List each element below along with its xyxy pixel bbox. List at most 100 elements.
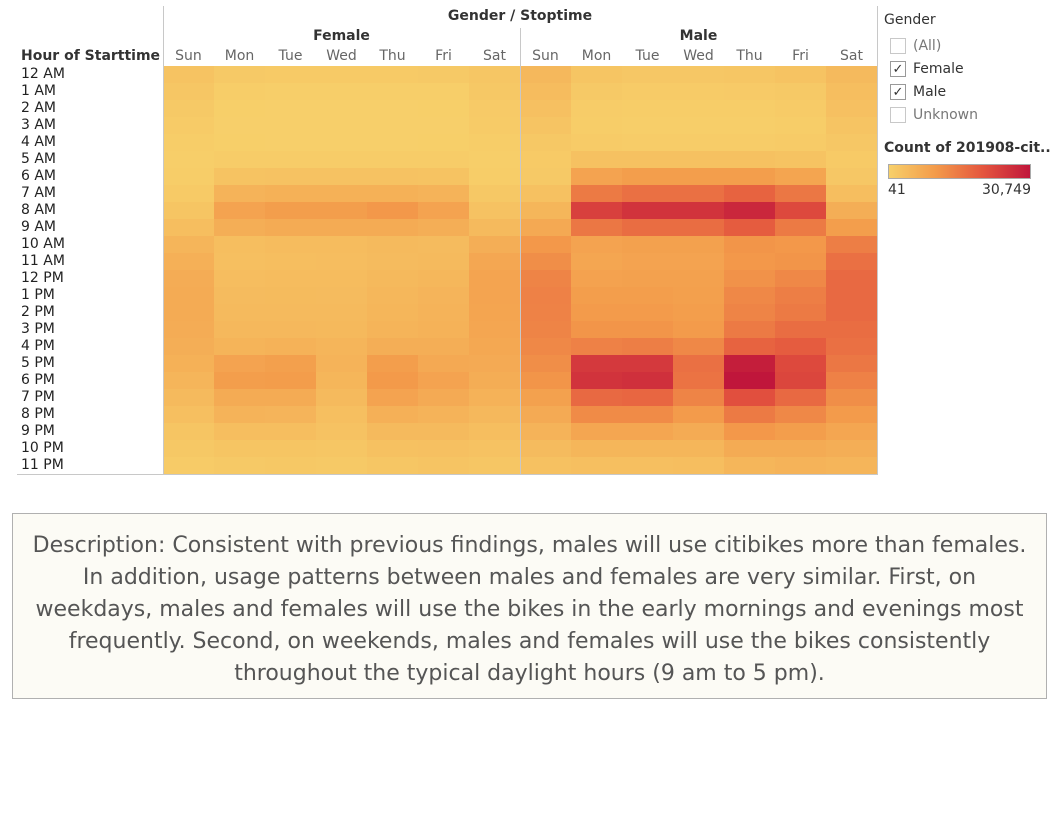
heatmap-cell [571, 406, 622, 423]
heatmap-cell [418, 389, 469, 406]
heatmap-cell [316, 66, 367, 83]
heatmap-cell [265, 457, 316, 474]
heatmap-cell [622, 202, 673, 219]
legend-item-female[interactable]: ✓ Female [890, 59, 964, 79]
legend-item-unknown[interactable]: Unknown [890, 105, 978, 125]
heatmap-cell [469, 389, 520, 406]
heatmap-cell [214, 440, 265, 457]
heatmap-cell [316, 134, 367, 151]
heatmap-cell [724, 321, 775, 338]
heatmap-cell [265, 100, 316, 117]
heatmap-cell [265, 372, 316, 389]
heatmap-cell [163, 100, 214, 117]
heatmap-cell [418, 457, 469, 474]
scale-max-label: 30,749 [982, 182, 1031, 198]
heatmap-cell [520, 440, 571, 457]
heatmap-cell [775, 134, 826, 151]
heatmap-cell [265, 83, 316, 100]
heatmap-cell [418, 270, 469, 287]
hour-label: 4 AM [21, 134, 57, 150]
heatmap-cell [622, 355, 673, 372]
heatmap-cell [571, 100, 622, 117]
heatmap-cell [724, 304, 775, 321]
checkbox-icon[interactable] [890, 38, 906, 54]
legend-item-all[interactable]: (All) [890, 36, 941, 56]
hour-label: 6 PM [21, 372, 55, 388]
heatmap-cell [775, 253, 826, 270]
legend-item-male[interactable]: ✓ Male [890, 82, 946, 102]
heatmap-cell [316, 304, 367, 321]
heatmap-cell [673, 287, 724, 304]
heatmap-cell [418, 168, 469, 185]
heatmap-cell [775, 355, 826, 372]
heatmap-cell [418, 219, 469, 236]
checkbox-icon[interactable] [890, 107, 906, 123]
heatmap-cell [520, 236, 571, 253]
heatmap-cell [673, 423, 724, 440]
heatmap-cell [214, 236, 265, 253]
heatmap-cell [826, 219, 877, 236]
heatmap-cell [724, 83, 775, 100]
heatmap-cell [163, 168, 214, 185]
heatmap-cell [469, 372, 520, 389]
heatmap-cell [214, 372, 265, 389]
heatmap-cell [571, 372, 622, 389]
heatmap-cell [622, 338, 673, 355]
heatmap-cell [469, 219, 520, 236]
chart-title: Gender / Stoptime [447, 8, 593, 24]
heatmap-cell [571, 168, 622, 185]
checkbox-icon[interactable]: ✓ [890, 84, 906, 100]
legend-item-label: (All) [913, 38, 942, 54]
heatmap-cell [163, 270, 214, 287]
heatmap-cell [316, 219, 367, 236]
heatmap-cell [622, 270, 673, 287]
heatmap-cell [520, 389, 571, 406]
heatmap-cell [673, 253, 724, 270]
heatmap-cell [316, 406, 367, 423]
heatmap-cell [367, 304, 418, 321]
heatmap-cell [826, 389, 877, 406]
heatmap-cell [520, 202, 571, 219]
day-label-male-mon: Mon [581, 48, 612, 64]
heatmap-cell [775, 151, 826, 168]
heatmap-cell [469, 304, 520, 321]
heatmap-cell [571, 117, 622, 134]
heatmap-cell [520, 185, 571, 202]
heatmap-cell [673, 355, 724, 372]
hour-label: 12 AM [21, 66, 65, 82]
heatmap-cell [418, 355, 469, 372]
heatmap-cell [775, 219, 826, 236]
heatmap-cell [163, 321, 214, 338]
day-label-male-sat: Sat [840, 48, 863, 64]
heatmap-cell [163, 202, 214, 219]
heatmap-cell [775, 338, 826, 355]
heatmap-cell [571, 423, 622, 440]
heatmap-cell [469, 202, 520, 219]
heatmap-cell [367, 168, 418, 185]
heatmap-cell [469, 355, 520, 372]
heatmap-cell [418, 83, 469, 100]
group-divider [520, 28, 521, 474]
heatmap-cell [316, 117, 367, 134]
checkbox-icon[interactable]: ✓ [890, 61, 906, 77]
heatmap-cell [724, 355, 775, 372]
heatmap-cell [724, 236, 775, 253]
heatmap-cell [673, 151, 724, 168]
hour-label: 1 AM [21, 83, 57, 99]
heatmap-cell [673, 202, 724, 219]
hour-label: 6 AM [21, 168, 57, 184]
heatmap-cell [673, 219, 724, 236]
heatmap-cell [724, 457, 775, 474]
heatmap-cell [673, 168, 724, 185]
heatmap-cell [367, 321, 418, 338]
heatmap-cell [163, 423, 214, 440]
heatmap-cell [775, 117, 826, 134]
scale-title: Count of 201908-cit.. [884, 140, 1051, 156]
heatmap-cell [775, 185, 826, 202]
heatmap-cell [571, 236, 622, 253]
heatmap-cell [826, 134, 877, 151]
heatmap-cell [673, 304, 724, 321]
heatmap-cell [826, 83, 877, 100]
heatmap-cell [163, 253, 214, 270]
heatmap-cell [724, 253, 775, 270]
